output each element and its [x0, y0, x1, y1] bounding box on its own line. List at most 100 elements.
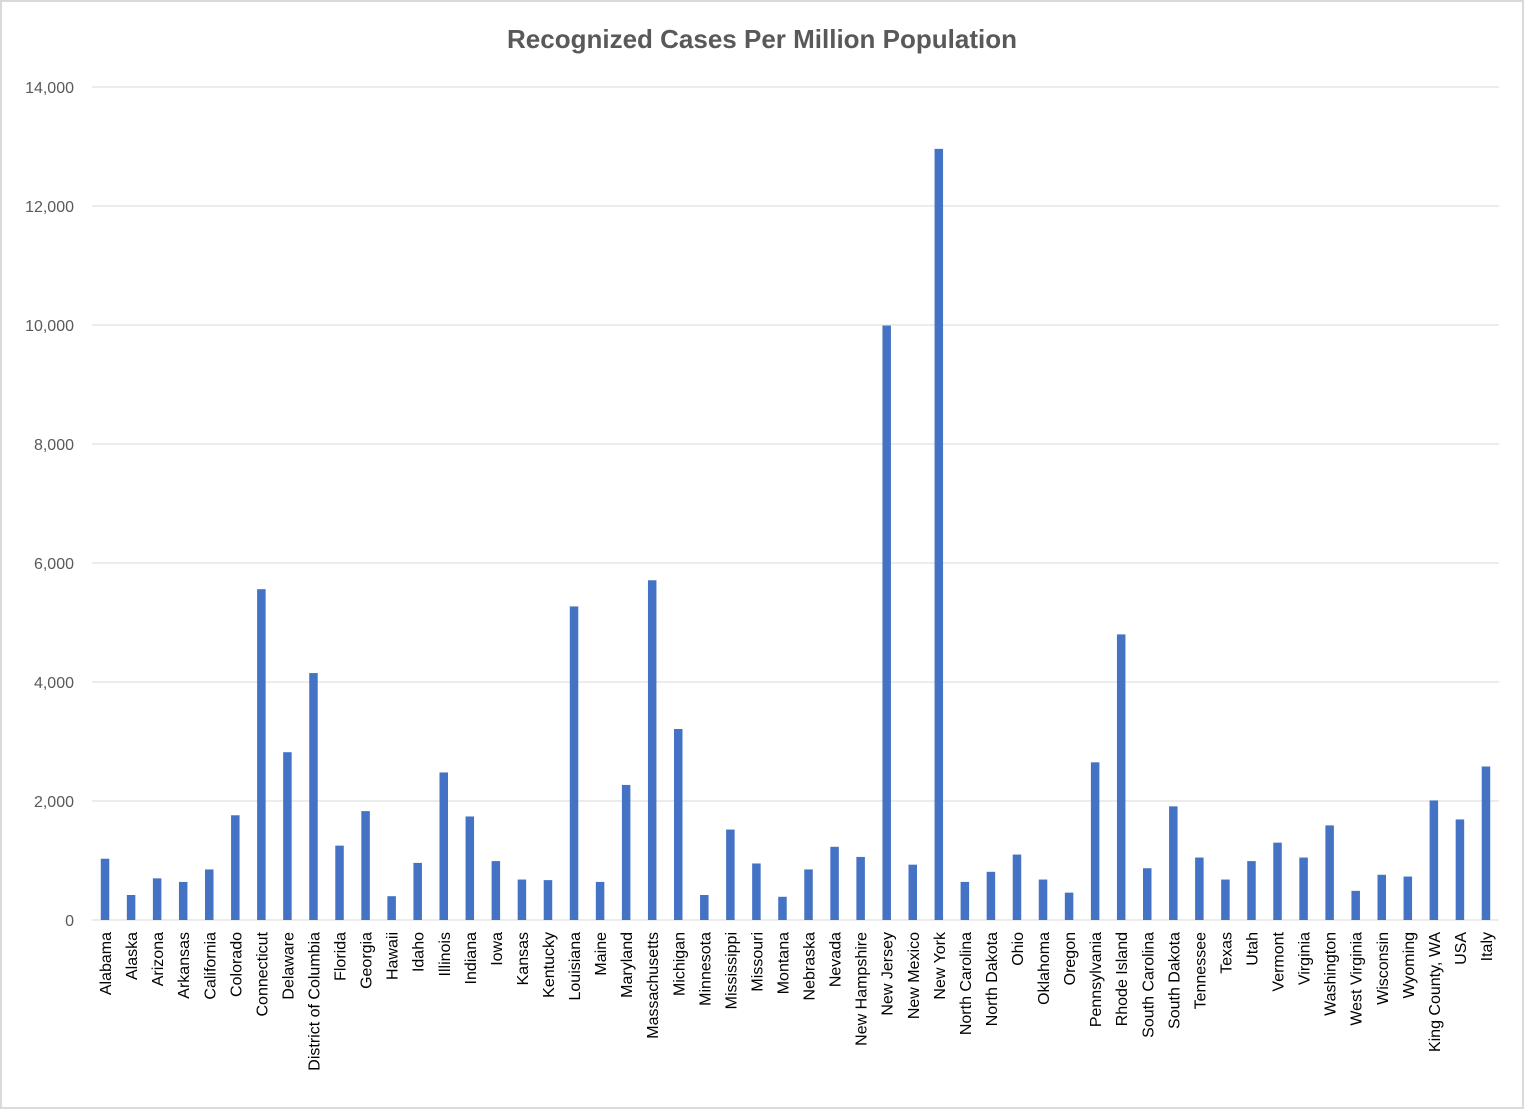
x-tick-label: Vermont	[1271, 931, 1288, 991]
x-tick-label: New Mexico	[906, 932, 923, 1019]
x-tick-label: New Jersey	[880, 932, 897, 1016]
x-tick-label: Hawaii	[385, 932, 402, 980]
bar	[361, 811, 370, 920]
x-tick-label: Louisiana	[567, 932, 584, 1001]
y-tick-label: 14,000	[25, 80, 74, 97]
x-tick-label: Nevada	[828, 932, 845, 987]
x-tick-label: West Virginia	[1349, 932, 1366, 1026]
bar	[1221, 879, 1230, 920]
bar	[335, 845, 344, 920]
bar	[674, 729, 683, 920]
bar	[257, 589, 266, 920]
x-tick-label: Mississippi	[723, 932, 740, 1009]
bar	[1143, 868, 1152, 920]
x-tick-label: Alaska	[124, 932, 141, 980]
x-tick-label: New York	[932, 931, 949, 1000]
bar	[621, 784, 631, 920]
bar	[1116, 634, 1126, 920]
x-tick-label: Montana	[775, 932, 792, 994]
bar	[1247, 861, 1256, 920]
x-tick-label: Tennessee	[1192, 932, 1209, 1009]
bar	[882, 325, 891, 921]
bar	[309, 673, 318, 920]
x-tick-label: Italy	[1479, 932, 1496, 961]
bar	[856, 856, 865, 920]
x-tick-label: Arizona	[150, 932, 167, 986]
x-tick-label: Utah	[1244, 932, 1261, 966]
bar	[1299, 857, 1308, 920]
x-tick-label: New Hampshire	[854, 932, 871, 1046]
bar	[517, 879, 527, 920]
bar	[1455, 819, 1465, 920]
chart-title: Recognized Cases Per Million Population	[507, 24, 1017, 54]
x-tick-label: King County, WA	[1427, 932, 1444, 1052]
x-tick-label: Massachusetts	[645, 932, 662, 1039]
bar	[126, 895, 136, 920]
bar	[960, 881, 970, 920]
bar	[387, 896, 396, 920]
bar	[726, 829, 735, 920]
x-tick-label: Michigan	[671, 932, 688, 996]
x-tick-label: Maryland	[619, 932, 636, 998]
x-tick-label: North Carolina	[958, 932, 975, 1035]
x-tick-label: South Carolina	[1140, 932, 1157, 1038]
x-tick-label: California	[202, 932, 219, 1000]
bar	[1012, 854, 1022, 920]
y-tick-label: 0	[65, 913, 74, 930]
bar	[465, 816, 475, 920]
bar	[1377, 874, 1386, 920]
bar	[100, 858, 110, 920]
x-tick-label: Florida	[333, 932, 350, 981]
bar	[1195, 857, 1204, 920]
x-tick-label: Alabama	[98, 932, 115, 995]
bar	[491, 861, 501, 920]
x-axis-labels: Alabama Alaska Arizona Arkansas California Co…	[98, 931, 1496, 1071]
x-tick-label: Maine	[593, 932, 610, 976]
x-tick-label: District of Columbia	[306, 932, 323, 1071]
bar	[778, 896, 787, 920]
y-tick-label: 8,000	[34, 437, 74, 454]
bar	[569, 606, 579, 920]
bar	[543, 880, 553, 920]
bar	[413, 862, 422, 920]
x-tick-label: Arkansas	[176, 932, 193, 999]
bar	[1090, 762, 1100, 920]
bar	[1481, 766, 1491, 920]
bar	[1325, 825, 1334, 920]
x-tick-label: USA	[1453, 932, 1470, 965]
bar	[1169, 806, 1178, 920]
x-tick-label: Idaho	[411, 932, 428, 972]
x-tick-label: Colorado	[228, 932, 245, 997]
bar	[1403, 876, 1413, 920]
bar	[205, 869, 214, 920]
x-tick-label: Georgia	[359, 932, 376, 989]
bar	[178, 881, 188, 920]
bar	[830, 846, 839, 920]
x-tick-label: Wyoming	[1401, 932, 1418, 999]
x-tick-label: Washington	[1323, 932, 1340, 1016]
bars	[100, 148, 1491, 921]
bar	[231, 815, 240, 920]
bar	[934, 148, 944, 920]
x-tick-label: Kentucky	[541, 932, 558, 998]
y-tick-label: 10,000	[25, 318, 74, 335]
x-tick-label: Nebraska	[802, 932, 819, 1001]
x-tick-label: Texas	[1218, 932, 1235, 974]
x-tick-label: Wisconsin	[1375, 932, 1392, 1005]
x-tick-label: Connecticut	[254, 931, 271, 1016]
x-tick-label: Oregon	[1062, 932, 1079, 985]
x-tick-label: Oklahoma	[1036, 932, 1053, 1005]
y-tick-label: 6,000	[34, 556, 74, 573]
bar	[1273, 842, 1282, 920]
y-axis-ticks: 0 2,000 4,000 6,000 8,000 10,000 12,000 14,000	[25, 80, 74, 930]
x-tick-label: Minnesota	[697, 932, 714, 1006]
bar	[752, 863, 761, 920]
bar	[283, 752, 292, 920]
bar	[986, 871, 996, 920]
bar	[1351, 890, 1360, 920]
x-tick-label: Ohio	[1010, 932, 1027, 966]
x-tick-label: Iowa	[489, 932, 506, 966]
y-tick-label: 12,000	[25, 199, 74, 216]
